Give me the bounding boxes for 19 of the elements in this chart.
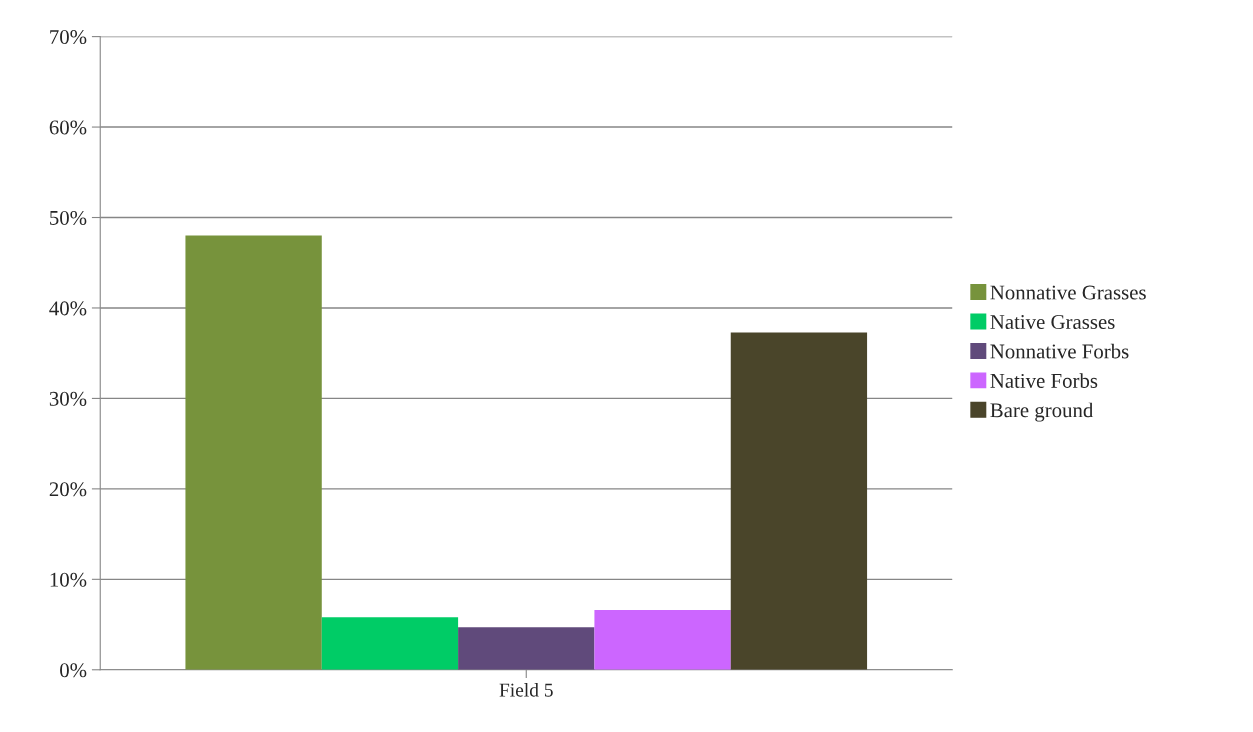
bar [321, 617, 459, 670]
y-tick-label: 70% [50, 29, 87, 45]
y-tick-label: 30% [49, 391, 87, 406]
y-tick-label: 60% [49, 120, 87, 135]
bar [458, 627, 595, 670]
bar [730, 332, 868, 670]
bar [594, 610, 731, 670]
y-tick-label: 50% [50, 210, 87, 226]
legend-label: Native Forbs [990, 373, 1098, 388]
legend-label: Nonnative Grasses [990, 285, 1146, 300]
y-tick-label: 10% [50, 572, 87, 587]
x-tick-label: Field 5 [499, 682, 553, 697]
y-tick-label: 40% [49, 301, 87, 316]
bar [185, 235, 322, 670]
legend-label: Nonnative Forbs [990, 343, 1129, 359]
legend-label: Bare ground [990, 402, 1094, 422]
y-tick-label: 0% [60, 663, 87, 678]
legend-label: Native Grasses [990, 315, 1115, 329]
y-tick-label: 20% [49, 482, 87, 497]
